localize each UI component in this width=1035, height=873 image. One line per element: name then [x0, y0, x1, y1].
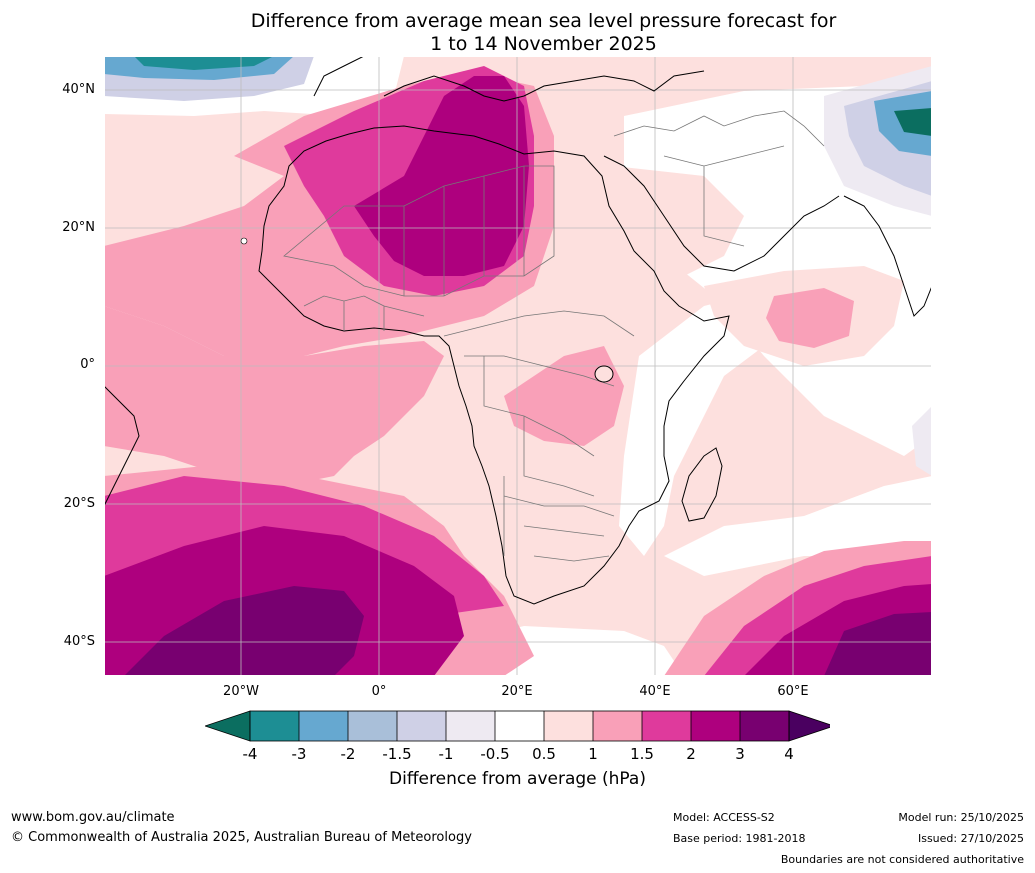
lat-label-40s: 40°S: [63, 634, 95, 649]
southern-africa-borders: [503, 476, 615, 562]
colorbar-tick-label: -4: [242, 745, 258, 763]
colorbar-tick-label: 2: [686, 745, 696, 763]
colorbar-tick-label: 0.5: [532, 745, 556, 763]
website-text: www.bom.gov.au/climate: [11, 810, 175, 825]
lon-label-60e: 60°E: [777, 684, 809, 699]
colorbar-bin-1: [299, 711, 348, 741]
title-line-2: 1 to 14 November 2025: [430, 33, 657, 55]
map-frame: [104, 56, 932, 676]
canary-islands: [240, 237, 248, 245]
colorbar-tick-label: 1: [588, 745, 598, 763]
issued-text: Issued: 27/10/2025: [917, 832, 1024, 845]
lake-victoria: [594, 365, 614, 383]
colorbar-bin-9: [691, 711, 740, 741]
sahara-high-anomaly: [354, 76, 529, 276]
colorbar-extend-low: [205, 710, 251, 742]
colorbar-bin-10: [740, 711, 789, 741]
colorbar-bin-7: [593, 711, 642, 741]
graticule: [104, 56, 932, 676]
central-africa-borders: [443, 310, 635, 497]
south-indian-high-anomaly: [824, 612, 932, 676]
disclaimer-text: Boundaries are not considered authoritat…: [780, 853, 1024, 866]
colorbar-label: Difference from average (hPa): [389, 769, 646, 789]
colorbar-bin-5: [495, 711, 544, 741]
africa-coastline: [258, 125, 730, 605]
lon-label-40e: 40°E: [639, 684, 671, 699]
model-text: Model: ACCESS-S2: [673, 811, 775, 824]
colorbar-tick-label: -1.5: [382, 745, 412, 763]
colorbar-tick-label: -2: [340, 745, 356, 763]
colorbar-bin-2: [348, 711, 397, 741]
sahara-borders: [283, 165, 555, 297]
colorbar-tick-label: 1.5: [630, 745, 654, 763]
middle-east-borders: [613, 110, 825, 247]
colorbar-bin-8: [642, 711, 691, 741]
colorbar-bin-3: [397, 711, 446, 741]
india-coastline: [843, 195, 932, 317]
colorbar-bin-4: [446, 711, 495, 741]
country-boundaries: [283, 110, 825, 562]
map-svg: [104, 56, 932, 676]
lat-label-20s: 20°S: [63, 496, 95, 511]
lon-label-20w: 20°W: [223, 684, 259, 699]
pink-zone-east-indian-inner: [766, 288, 854, 348]
chart-title: Difference from average mean sea level p…: [0, 10, 1035, 56]
base-period-text: Base period: 1981-2018: [673, 832, 806, 845]
colorbar: [205, 710, 830, 742]
white-zone-arabia-pink: [609, 166, 744, 286]
colorbar-bin-0: [250, 711, 299, 741]
colorbar-extend-high: [788, 710, 830, 742]
colorbar-tick-label: -3: [291, 745, 307, 763]
colorbar-bin-6: [544, 711, 593, 741]
anomaly-map: [104, 56, 932, 676]
lon-label-20e: 20°E: [501, 684, 533, 699]
arabia-coastline: [603, 155, 840, 272]
himalaya-low-anomaly: [894, 108, 932, 136]
colorbar-tick-label: 4: [784, 745, 794, 763]
east-indian-lavender: [912, 406, 932, 476]
pink-zone-tropical-atlantic: [104, 306, 444, 486]
model-run-text: Model run: 25/10/2025: [898, 811, 1024, 824]
title-line-1: Difference from average mean sea level p…: [250, 10, 837, 32]
lat-label-0: 0°: [80, 357, 95, 372]
south-atlantic-high-anomaly: [124, 586, 364, 676]
lat-label-40n: 40°N: [62, 82, 95, 97]
west-africa-borders: [303, 295, 425, 331]
europe-coastline: [313, 56, 705, 102]
copyright-text: © Commonwealth of Australia 2025, Austra…: [11, 830, 472, 845]
lon-label-0: 0°: [371, 684, 387, 699]
madagascar-coastline: [681, 447, 723, 522]
colorbar-tick-label: 3: [735, 745, 745, 763]
lat-label-20n: 20°N: [62, 220, 95, 235]
south-america-coastline: [104, 385, 140, 507]
colorbar-tick-label: -0.5: [480, 745, 510, 763]
colorbar-tick-label: -1: [438, 745, 454, 763]
north-atlantic-low-anomaly: [134, 56, 274, 70]
coastlines: [104, 56, 932, 605]
